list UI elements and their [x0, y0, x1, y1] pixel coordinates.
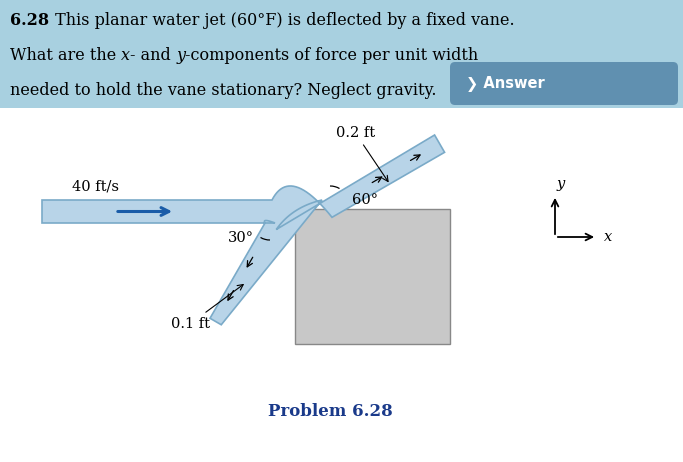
Text: 0.1 ft: 0.1 ft	[171, 285, 243, 331]
Text: 60°: 60°	[352, 193, 378, 207]
Text: x: x	[604, 230, 612, 244]
Text: x: x	[122, 47, 130, 64]
Text: This planar water jet (60°F) is deflected by a fixed vane.: This planar water jet (60°F) is deflecte…	[50, 12, 514, 29]
Bar	[0, 0, 683, 108]
Polygon shape	[42, 135, 445, 325]
Text: 30°: 30°	[228, 231, 254, 245]
Text: y: y	[557, 177, 565, 191]
FancyBboxPatch shape	[450, 62, 678, 105]
Text: 6.28: 6.28	[10, 12, 49, 29]
Text: needed to hold the vane stationary? Neglect gravity.: needed to hold the vane stationary? Negl…	[10, 82, 436, 99]
Text: -components of force per unit width: -components of force per unit width	[185, 47, 479, 64]
Text: Problem 6.28: Problem 6.28	[268, 403, 392, 420]
Text: - and: - and	[130, 47, 176, 64]
Text: 0.2 ft: 0.2 ft	[336, 126, 388, 182]
Bar	[295, 209, 450, 344]
Text: y: y	[176, 47, 185, 64]
Text: ❯ Answer: ❯ Answer	[466, 75, 545, 91]
Text: 40 ft/s: 40 ft/s	[72, 180, 119, 194]
Text: What are the: What are the	[10, 47, 122, 64]
